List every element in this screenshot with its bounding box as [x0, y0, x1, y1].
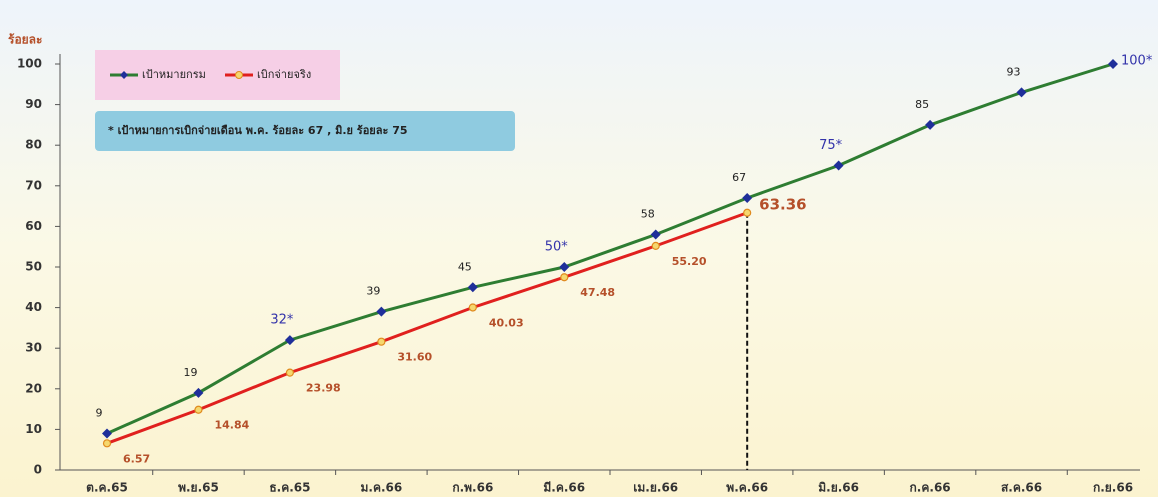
y-tick-label: 20: [25, 381, 42, 395]
data-label: 55.20: [672, 255, 707, 268]
y-tick-label: 60: [25, 219, 42, 233]
data-label: 50*: [545, 240, 569, 255]
legend-marker: [235, 71, 243, 79]
data-label: 93: [1007, 65, 1021, 78]
data-label: 14.84: [214, 419, 249, 432]
series-line: [106, 211, 748, 445]
point: [102, 439, 112, 448]
data-label: 67: [732, 171, 746, 184]
data-label: 32*: [270, 313, 294, 328]
data-label: 31.60: [397, 351, 432, 364]
x-tick-label: มี.ค.66: [543, 481, 585, 495]
y-tick-label: 90: [25, 97, 42, 111]
x-tick-label: ก.ค.66: [910, 481, 951, 495]
y-tick-label: 40: [25, 300, 42, 314]
point: [1016, 87, 1027, 98]
data-label: 19: [183, 366, 197, 379]
data-label: 6.57: [123, 452, 150, 465]
data-label: 45: [458, 260, 472, 273]
data-label: 47.48: [580, 286, 615, 299]
legend-marker: [120, 71, 128, 79]
point: [833, 160, 844, 171]
x-tick-label: ก.ย.66: [1093, 481, 1133, 495]
y-tick-label: 100: [17, 57, 42, 71]
y-tick-label: 30: [25, 341, 42, 355]
point: [560, 273, 569, 282]
point: [285, 368, 295, 377]
legend-label: เป้าหมายกรม: [142, 68, 206, 81]
y-tick-label: 10: [25, 422, 42, 436]
data-label: 39: [366, 285, 380, 298]
point: [284, 335, 295, 346]
point: [651, 241, 660, 250]
y-tick-label: 80: [25, 138, 42, 152]
data-label: 85: [915, 98, 929, 111]
legend-label: เบิกจ่ายจริง: [257, 68, 311, 81]
point: [102, 428, 112, 439]
point: [467, 282, 478, 293]
x-tick-label: พ.ค.66: [726, 481, 768, 495]
point: [743, 208, 752, 217]
point: [1108, 59, 1118, 69]
data-label: 63.36: [759, 195, 806, 213]
y-axis-label: ร้อยละ: [8, 33, 42, 47]
point: [194, 405, 203, 414]
point: [376, 306, 387, 317]
point: [193, 387, 204, 398]
data-label: 58: [641, 208, 655, 221]
series-line: [106, 62, 1114, 435]
y-tick-label: 50: [25, 260, 42, 274]
x-tick-label: ก.พ.66: [452, 481, 493, 495]
point: [377, 337, 386, 346]
point: [742, 192, 753, 203]
annotation: * เป้าหมายการเบิกจ่ายเดือน พ.ค. ร้อยละ 6…: [108, 124, 408, 137]
data-label: 40.03: [489, 316, 524, 329]
point: [559, 262, 570, 272]
point: [650, 229, 661, 240]
y-tick-label: 70: [25, 178, 42, 192]
x-tick-label: เม.ย.66: [633, 481, 678, 495]
x-tick-label: ม.ค.66: [360, 481, 402, 495]
point: [468, 303, 477, 312]
data-label: 9: [96, 406, 103, 419]
x-tick-label: ธ.ค.65: [269, 481, 310, 495]
point: [925, 119, 936, 130]
data-label: 23.98: [306, 382, 341, 395]
x-tick-label: ต.ค.65: [86, 481, 128, 495]
x-tick-label: พ.ย.65: [178, 481, 219, 495]
annotation-box: [95, 111, 515, 151]
data-label: 100*: [1121, 54, 1153, 69]
x-tick-label: ส.ค.66: [1001, 481, 1042, 495]
y-tick-label: 0: [34, 463, 42, 477]
x-tick-label: มิ.ย.66: [818, 481, 859, 495]
data-label: 75*: [819, 138, 843, 153]
